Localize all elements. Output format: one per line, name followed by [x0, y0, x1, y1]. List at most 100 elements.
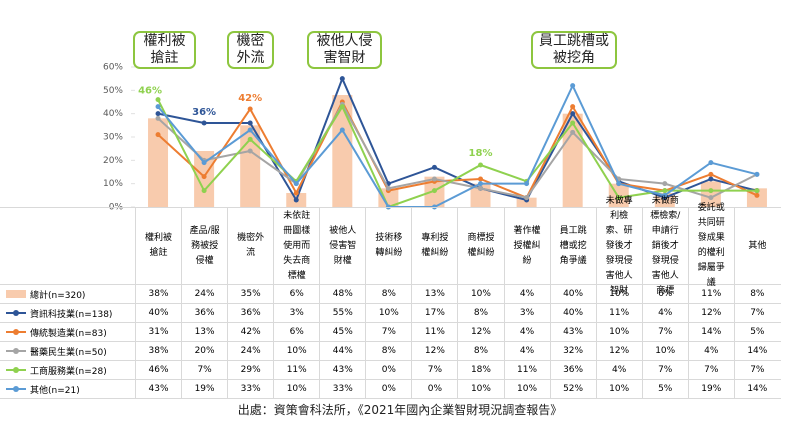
callout: 機密外流	[227, 31, 274, 69]
table-cell: 12%	[411, 342, 457, 360]
table-row: 總計(n=320) 38% 24% 35% 6% 48% 8% 13% 10% 4% 40% 10% 6…	[0, 285, 781, 304]
data-label: 46%	[138, 86, 162, 97]
point	[708, 188, 714, 194]
point	[431, 188, 437, 194]
x-tick-label: 未依註冊圖樣使用而失去商標權	[273, 208, 319, 284]
table-row: 資訊科技業(n=138) 40% 36% 36% 3% 55% 10% 17% 8% 3% 40% 1…	[0, 304, 781, 323]
table-cell: 5%	[641, 380, 688, 398]
point	[247, 106, 253, 112]
callout: 員工跳槽或被挖角	[531, 31, 617, 69]
table-cell: 7%	[365, 323, 411, 341]
table-cell: 4%	[503, 342, 550, 360]
table-cell: 7%	[687, 361, 734, 379]
point	[293, 181, 299, 187]
table-cell: 40%	[549, 304, 596, 322]
point	[616, 181, 622, 187]
table-cell: 5%	[733, 323, 780, 341]
point	[155, 104, 161, 110]
legend-item: 傳統製造業(n=83)	[0, 323, 135, 341]
point	[708, 160, 714, 166]
table-cell: 40%	[135, 304, 181, 322]
table-cell: 10%	[595, 285, 642, 303]
table-cell: 13%	[411, 285, 457, 303]
table-cell: 33%	[227, 380, 273, 398]
point	[570, 120, 576, 126]
point	[293, 190, 299, 196]
point	[201, 188, 207, 194]
table-cell: 43%	[135, 380, 181, 398]
x-tick-label: 技術移轉糾紛	[365, 208, 411, 284]
point	[201, 120, 207, 126]
table-row: 其他(n=21) 43% 19% 33% 10% 33% 0% 0% 10% 10% 52% 10% 5…	[0, 380, 781, 399]
data-label: 42%	[238, 93, 262, 104]
x-tick-label: 員工跳槽或挖角爭議	[549, 208, 596, 284]
table-cell: 4%	[503, 323, 550, 341]
point	[247, 127, 253, 133]
table-cell: 43%	[319, 361, 365, 379]
table-cell: 8%	[457, 304, 503, 322]
legend-marker	[13, 367, 19, 373]
y-tick-label: 10%	[103, 179, 123, 189]
legend-item: 其他(n=21)	[0, 380, 135, 398]
point	[339, 76, 345, 82]
point	[155, 97, 161, 103]
table-cell: 10%	[595, 323, 642, 341]
bar	[700, 181, 721, 207]
table-cell: 33%	[319, 380, 365, 398]
table-cell: 14%	[687, 323, 734, 341]
legend-marker	[13, 329, 19, 335]
point	[155, 132, 161, 138]
table-cell: 4%	[641, 304, 688, 322]
point	[570, 83, 576, 89]
table-cell: 7%	[733, 361, 780, 379]
point	[662, 188, 668, 194]
x-tick-label: 產品/服務被授侵權	[181, 208, 227, 284]
legend-marker	[13, 348, 19, 354]
point	[201, 160, 207, 166]
point	[754, 188, 760, 194]
table-cell: 42%	[227, 323, 273, 341]
point	[570, 129, 576, 135]
x-tick-label: 委託或共同研發成果的權利歸屬爭議	[687, 203, 734, 288]
bar	[332, 95, 353, 207]
table-row: 傳統製造業(n=83) 31% 13% 42% 6% 45% 7% 11% 12% 4% 43% 10…	[0, 323, 781, 342]
table-cell: 38%	[135, 342, 181, 360]
table-cell: 20%	[181, 342, 227, 360]
point	[708, 176, 714, 182]
table-cell: 7%	[181, 361, 227, 379]
table-cell: 12%	[687, 304, 734, 322]
point	[570, 111, 576, 117]
legend-item: 醫藥民生業(n=50)	[0, 342, 135, 360]
point	[478, 185, 484, 191]
table-cell: 12%	[457, 323, 503, 341]
bar	[148, 118, 169, 207]
x-tick-label: 未做商標檢索/申請行銷後才發現侵害他人商標	[641, 196, 688, 296]
legend-swatch	[6, 328, 26, 336]
legend-item: 工商服務業(n=28)	[0, 361, 135, 379]
table-cell: 24%	[181, 285, 227, 303]
point	[155, 115, 161, 121]
table-cell: 7%	[411, 361, 457, 379]
y-tick-label: 50%	[103, 86, 123, 96]
table-cell: 11%	[595, 304, 642, 322]
table-cell: 32%	[549, 342, 596, 360]
table-cell: 8%	[365, 285, 411, 303]
y-tick-label: 30%	[103, 133, 123, 143]
legend-label: 資訊科技業(n=138)	[30, 309, 113, 320]
table-cell: 6%	[273, 323, 319, 341]
point	[247, 120, 253, 126]
table-cell: 10%	[273, 380, 319, 398]
table-cell: 4%	[503, 285, 550, 303]
point	[155, 111, 161, 117]
table-cell: 11%	[503, 361, 550, 379]
table-cell: 40%	[549, 285, 596, 303]
x-tick-label: 機密外流	[227, 208, 273, 284]
data-label: 36%	[192, 107, 216, 118]
table-cell: 55%	[319, 304, 365, 322]
callout: 權利被搶註	[133, 31, 196, 69]
legend-swatch	[6, 385, 26, 393]
table-cell: 10%	[503, 380, 550, 398]
legend-item: 總計(n=320)	[0, 285, 135, 303]
legend-swatch	[6, 347, 26, 355]
